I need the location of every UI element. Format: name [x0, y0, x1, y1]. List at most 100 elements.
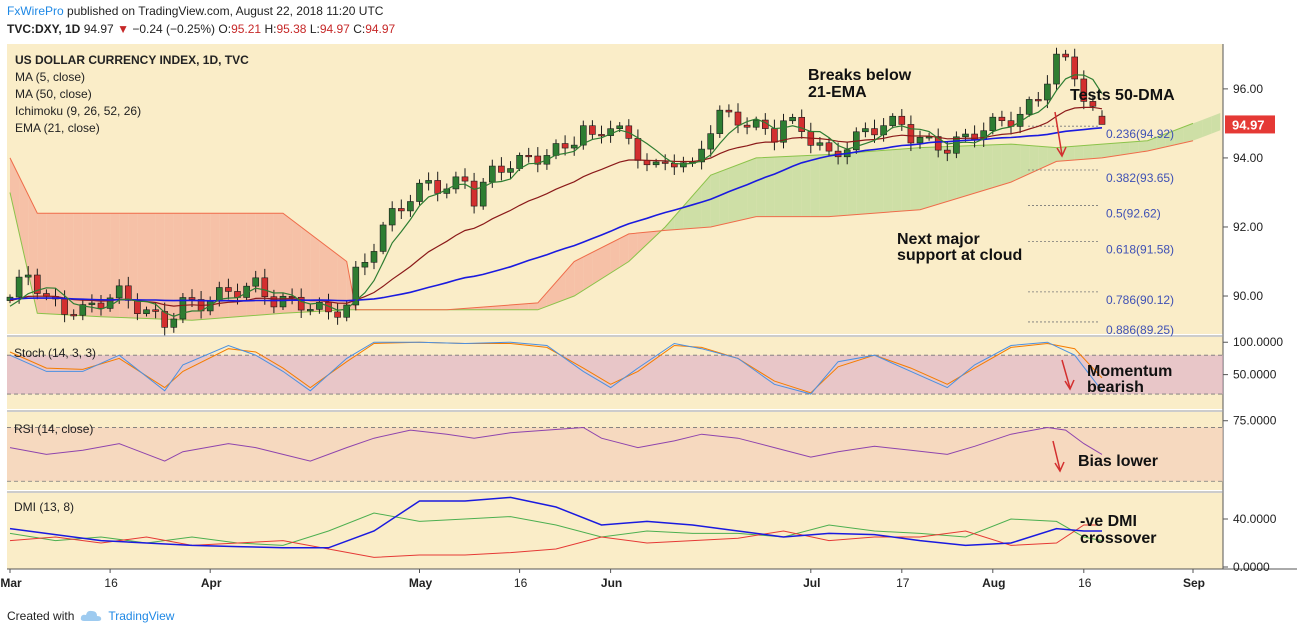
candle-body: [252, 277, 259, 287]
dmi-panel[interactable]: [7, 493, 1223, 569]
candle-body: [97, 302, 105, 309]
cloud-segment: [519, 303, 529, 310]
cloud-segment: [865, 151, 875, 214]
cloud-segment: [301, 226, 311, 313]
cloud-segment: [337, 254, 347, 311]
cloud-segment: [528, 302, 538, 310]
candle-body: [498, 165, 505, 173]
time-tick-label: 16: [104, 576, 118, 590]
open-label: O:: [218, 22, 232, 36]
cloud-segment: [137, 213, 147, 319]
candle-body: [716, 109, 724, 134]
time-tick-label: Apr: [201, 576, 222, 590]
candle-body: [170, 318, 178, 328]
candle-body: [1098, 115, 1106, 125]
cloud-segment: [537, 292, 547, 310]
candle-body: [343, 304, 351, 318]
cloud-segment: [173, 213, 183, 320]
candle-body: [561, 143, 569, 149]
publisher-name[interactable]: FxWirePro: [7, 4, 64, 18]
rsi-band: [7, 427, 1223, 482]
rsi-line: [9, 426, 1103, 462]
candle-body: [88, 302, 96, 305]
dmi-indicator: [9, 496, 1103, 558]
candle-body: [61, 298, 68, 315]
annotation-tests-50dma: Tests 50-DMA: [1070, 87, 1175, 104]
symbol-label: TVC:DXY, 1D: [7, 22, 81, 36]
high-label: H:: [264, 22, 277, 36]
tradingview-link[interactable]: TradingView: [108, 609, 175, 623]
candle-body: [370, 251, 378, 263]
candle-body: [470, 180, 478, 207]
cloud-segment: [1065, 146, 1075, 161]
candle-body: [989, 116, 997, 132]
cloud-segment: [728, 164, 738, 223]
candle-body: [352, 266, 360, 306]
cloud-segment: [738, 161, 748, 221]
dmi-tick-label: 40.0000: [1233, 512, 1277, 526]
time-tick-label: 16: [514, 576, 528, 590]
fib-level-label: 0.382(93.65): [1106, 171, 1174, 185]
cloud-segment: [19, 176, 29, 274]
cloud-segment: [64, 213, 74, 316]
candle-body: [225, 287, 232, 292]
candle-body: [743, 124, 751, 128]
cloud-segment: [1202, 116, 1212, 138]
candle-body: [1071, 56, 1078, 80]
cloud-segment: [1129, 141, 1139, 154]
candle-body: [388, 208, 396, 226]
cloud-segment: [765, 157, 775, 217]
cloud-segment: [592, 247, 602, 285]
cloud-segment: [1074, 145, 1084, 160]
cloud-segment: [874, 150, 884, 214]
candle-body: [316, 301, 323, 310]
fib-level-label: 0.886(89.25): [1106, 323, 1174, 337]
cloud-segment: [637, 232, 647, 253]
cloud-segment: [956, 145, 966, 199]
cloud-segment: [810, 154, 820, 217]
arrow-price: [1054, 111, 1063, 156]
cloud-segment: [929, 146, 939, 207]
candle-body: [297, 296, 305, 311]
time-tick-label: 17: [896, 576, 910, 590]
cloud-segment: [1011, 144, 1021, 183]
arrow-price-head: [1056, 146, 1067, 158]
cloud-segment: [783, 156, 793, 217]
cloud-segment: [182, 213, 192, 321]
ichimoku-cloud: [9, 113, 1221, 321]
candle-body: [188, 297, 196, 300]
last-price-tag-bg: [1225, 115, 1275, 134]
candle-body: [889, 115, 897, 126]
candle-body: [962, 133, 969, 138]
cloud-segment: [947, 146, 957, 202]
dmi-plus-line: [9, 512, 1103, 546]
cloud-segment: [1174, 126, 1184, 145]
arrow-stoch: [1061, 359, 1071, 389]
candle-body: [397, 208, 405, 212]
fib-level-label: 0.236(94.92): [1106, 127, 1174, 141]
candle-body: [106, 297, 114, 309]
cloud-segment: [838, 153, 848, 216]
price-tick-label: 90.00: [1233, 289, 1263, 303]
candle-body: [1053, 53, 1060, 85]
candle-body: [306, 309, 314, 312]
candle-body: [862, 128, 869, 133]
candle-body: [115, 285, 123, 299]
candle-body: [943, 149, 951, 154]
candle-body: [752, 119, 760, 128]
time-tick-label: Mar: [0, 576, 22, 590]
candle-body: [816, 142, 824, 146]
cloud-segment: [1038, 146, 1048, 170]
annotation-breaks-below: Breaks below: [808, 67, 912, 84]
cloud-segment: [91, 213, 101, 317]
candle-body: [125, 285, 132, 301]
time-tick-label: Aug: [982, 576, 1005, 590]
candle-body: [589, 125, 596, 135]
annotation-dmi-1: -ve DMI: [1080, 513, 1137, 530]
legend-ichimoku: Ichimoku (9, 26, 52, 26): [15, 104, 141, 118]
candle-body: [643, 160, 651, 166]
time-tick-label: Jun: [601, 576, 622, 590]
cloud-segment: [856, 151, 866, 215]
cloud-segment: [283, 213, 293, 314]
